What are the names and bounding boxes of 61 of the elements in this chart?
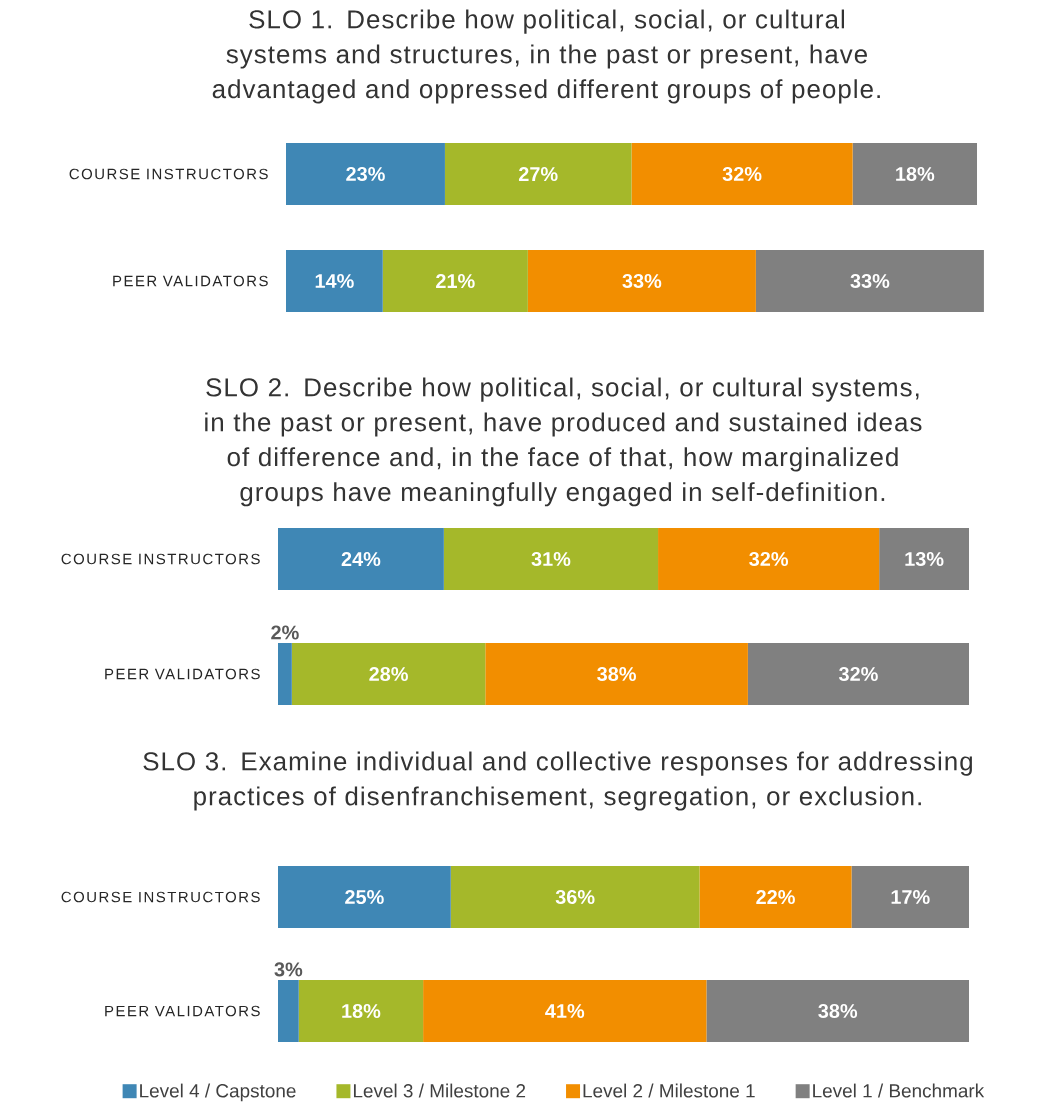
data-label: 28% (369, 666, 408, 682)
bar (286, 143, 445, 205)
y-tick-label: COURSE INSTRUCTORS (61, 553, 260, 565)
bar (278, 980, 299, 1043)
bar (631, 143, 853, 205)
data-label: 31% (531, 551, 571, 567)
data-label: 32% (722, 166, 762, 182)
data-label: 18% (896, 166, 935, 182)
data-label: 27% (518, 166, 558, 182)
bar (485, 643, 748, 706)
y-tick-label: COURSE INSTRUCTORS (61, 891, 260, 903)
bar (706, 980, 970, 1043)
bar (278, 528, 444, 591)
data-label: 38% (597, 666, 636, 682)
bar (291, 643, 486, 706)
bar (382, 250, 528, 312)
legend-label: Level 3 / Milestone 2 (353, 1083, 526, 1098)
bar (444, 143, 632, 205)
data-label: 33% (850, 273, 890, 289)
data-label: 3% (274, 962, 303, 977)
data-label: 13% (905, 551, 944, 567)
bar (443, 528, 659, 591)
chart-title: SLO 1. Describe how political, social, or cultural systems and structures, in the past or present, have advantaged and oppressed different groups of people. (212, 9, 880, 104)
bar (658, 528, 880, 591)
y-tick-label: COURSE INSTRUCTORS (69, 168, 268, 180)
data-label: 2% (271, 625, 299, 640)
bar (852, 143, 978, 205)
legend-label: Level 1 / Benchmark (813, 1083, 985, 1098)
data-label: 18% (342, 1003, 381, 1019)
bar (851, 866, 970, 929)
legend-label: Level 4 / Capstone (140, 1083, 296, 1102)
data-label: 23% (346, 166, 385, 182)
chart-title: SLO 2. Describe how political, social, or cultural systems, in the past or present, have produced and sustained ideas of difference and, in the face of that, how marginalized groups have meaningfully engaged in self-definition. (205, 377, 922, 507)
data-label: 22% (756, 889, 795, 905)
data-label: 32% (838, 666, 878, 682)
bar (423, 980, 707, 1043)
bar (278, 643, 292, 706)
data-label: 32% (749, 551, 789, 567)
bar (747, 643, 970, 706)
bar (278, 866, 451, 929)
chart-title: SLO 3. Examine individual and collective responses for addressing practices of disenfranchisement, segregation, or exclusion. (143, 751, 972, 811)
data-label: 25% (345, 889, 384, 905)
bar (879, 528, 970, 591)
bar (286, 250, 383, 312)
data-label: 36% (555, 889, 595, 905)
bar (755, 250, 984, 312)
bar (450, 866, 700, 929)
legend-label: Level 2 / Milestone 1 (583, 1083, 755, 1098)
data-label: 41% (545, 1004, 585, 1019)
data-label: 17% (891, 890, 930, 905)
data-label: 14% (315, 274, 354, 289)
bar (298, 980, 424, 1043)
data-label: 33% (622, 273, 662, 289)
y-tick-label: PEER VALIDATORS (113, 275, 268, 287)
y-tick-label: PEER VALIDATORS (105, 1005, 260, 1017)
data-label: 24% (341, 551, 381, 567)
data-label: 38% (818, 1003, 858, 1019)
y-tick-label: PEER VALIDATORS (105, 668, 260, 680)
bar (699, 866, 852, 929)
data-label: 21% (436, 273, 475, 289)
bar (527, 250, 756, 312)
